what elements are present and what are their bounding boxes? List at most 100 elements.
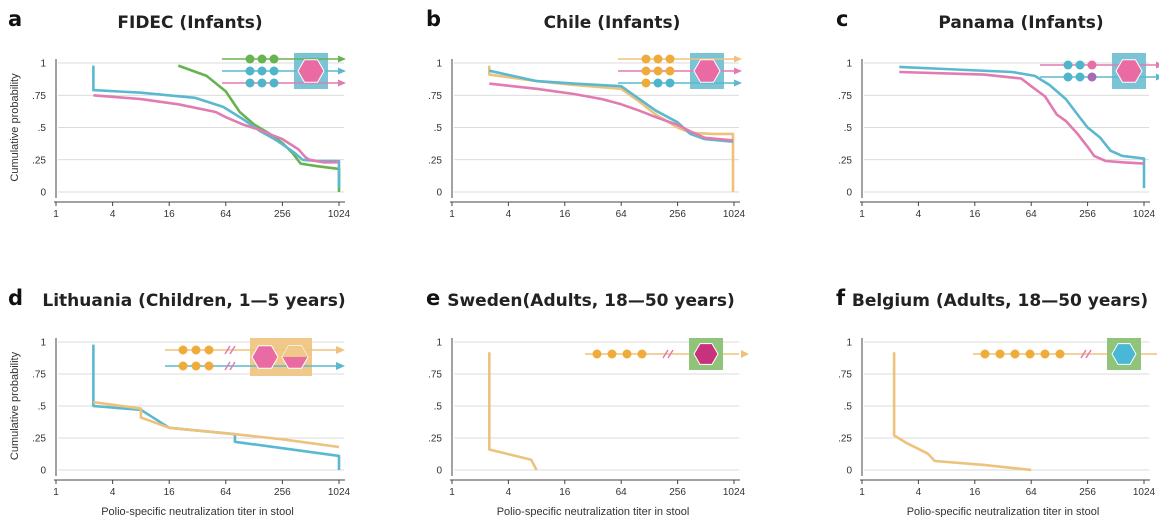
vaccine-dose-dot [204, 345, 214, 355]
vaccine-dose-dot [653, 78, 663, 88]
vaccine-dose-dot [1010, 349, 1020, 359]
y-tick-label: 1 [40, 338, 46, 349]
panel-label: e [426, 286, 440, 310]
arrow-head-icon [1156, 73, 1159, 81]
x-tick-label: 1 [53, 209, 59, 220]
time-break-icon [662, 349, 669, 359]
vaccine-dose-dot [257, 78, 267, 88]
y-tick-label: .5 [434, 123, 443, 134]
panel-label: f [836, 286, 846, 310]
x-tick-label: 1024 [328, 209, 351, 220]
series-line-pink [899, 70, 1145, 165]
y-tick-label: .5 [844, 402, 853, 413]
vaccine-dose-dot [269, 54, 279, 64]
panel-label: b [426, 7, 441, 31]
vaccine-dose-dot [653, 66, 663, 76]
time-break-icon [229, 345, 236, 355]
hexagon-icon [1111, 343, 1137, 365]
arrow-head-icon [338, 55, 346, 63]
vaccine-dose-dot [269, 66, 279, 76]
time-break-icon [1085, 349, 1092, 359]
y-tick-label: .25 [428, 434, 442, 445]
y-tick-label: 0 [436, 188, 442, 199]
y-tick-label: .75 [838, 91, 852, 102]
y-tick-label: 1 [436, 338, 442, 349]
x-tick-label: 64 [220, 487, 232, 498]
vaccine-dose-dot [641, 54, 651, 64]
vaccine-dose-dot [245, 54, 255, 64]
x-tick-label: 1024 [328, 487, 351, 498]
series-line-pink [93, 94, 339, 164]
y-tick-label: .5 [38, 402, 47, 413]
x-tick-label: 1 [449, 487, 455, 498]
panel-e: e Sweden(Adults, 18—50 years) 0 .25 .5 .75 1 1 4… [426, 286, 749, 517]
x-tick-label: 64 [1026, 487, 1038, 498]
hexagon-icon [297, 59, 325, 83]
x-tick-label: 16 [164, 487, 176, 498]
arrow-head-icon [734, 55, 742, 63]
time-break-icon [224, 345, 231, 355]
x-tick-label: 4 [506, 487, 512, 498]
x-tick-label: 16 [559, 209, 571, 220]
vaccine-dose-dot [995, 349, 1005, 359]
x-tick-label: 16 [559, 487, 571, 498]
schedule-icon [222, 53, 346, 89]
x-tick-label: 16 [164, 209, 176, 220]
x-tick-label: 64 [616, 209, 628, 220]
panel-label: c [836, 7, 848, 31]
x-tick-label: 64 [616, 487, 628, 498]
series-line-orange [93, 400, 340, 449]
arrow-head-icon [338, 67, 346, 75]
y-axis-label: Cumulative probability [9, 73, 21, 182]
panel-title: Panama (Infants) [938, 13, 1103, 33]
schedule-icon [618, 53, 742, 89]
x-tick-label: 1 [859, 487, 865, 498]
panel-label: d [8, 286, 23, 310]
arrow-head-icon [1156, 61, 1159, 69]
panel-f: f Belgium (Adults, 18—50 years) 0 .25 .5 .75 1… [836, 286, 1157, 517]
schedule-icon [1040, 53, 1159, 89]
panel-b: b Chile (Infants) 0 .25 .5 .75 1 1 4 16 64 256 1024 [426, 7, 746, 220]
y-tick-label: .75 [32, 91, 46, 102]
vaccine-dose-dot [1087, 72, 1097, 82]
y-tick-label: .25 [32, 434, 46, 445]
x-tick-label: 1024 [1133, 487, 1156, 498]
vaccine-dose-dot [178, 345, 188, 355]
y-axis-label: Cumulative probability [9, 351, 21, 460]
arrow-head-icon [734, 79, 742, 87]
y-tick-label: .75 [428, 91, 442, 102]
y-tick-label: .25 [838, 155, 852, 166]
vaccine-dose-dot [980, 349, 990, 359]
x-tick-label: 16 [969, 487, 981, 498]
x-tick-label: 256 [274, 209, 291, 220]
vaccine-dose-dot [257, 66, 267, 76]
series-line-orange [487, 352, 538, 471]
x-tick-label: 4 [110, 209, 116, 220]
vaccine-dose-dot [607, 349, 617, 359]
y-tick-label: .5 [38, 123, 47, 134]
x-tick-label: 1 [53, 487, 59, 498]
panel-label: a [8, 7, 22, 31]
series-line-pink [489, 82, 734, 142]
vaccine-dose-dot [191, 345, 201, 355]
vaccine-dose-dot [622, 349, 632, 359]
vaccine-dose-dot [204, 361, 214, 371]
time-break-icon [229, 361, 236, 371]
vaccine-dose-dot [1087, 60, 1097, 70]
arrow-head-icon [741, 350, 749, 358]
panel-title: FIDEC (Infants) [117, 13, 262, 33]
vaccine-dose-dot [592, 349, 602, 359]
x-tick-label: 256 [669, 487, 686, 498]
y-tick-label: .75 [838, 370, 852, 381]
vaccine-dose-dot [1063, 72, 1073, 82]
arrow-head-icon [338, 79, 346, 87]
vaccine-dose-dot [641, 66, 651, 76]
x-tick-label: 256 [1079, 209, 1096, 220]
x-tick-label: 256 [274, 487, 291, 498]
y-tick-label: 0 [436, 466, 442, 477]
x-tick-label: 64 [1026, 209, 1038, 220]
panel-a: a FIDEC (Infants) 0 .25 .5 .75 1 1 4 16 64 256 1024 C… [8, 7, 351, 220]
panel-title: Belgium (Adults, 18—50 years) [852, 291, 1148, 311]
x-tick-label: 1024 [723, 209, 746, 220]
